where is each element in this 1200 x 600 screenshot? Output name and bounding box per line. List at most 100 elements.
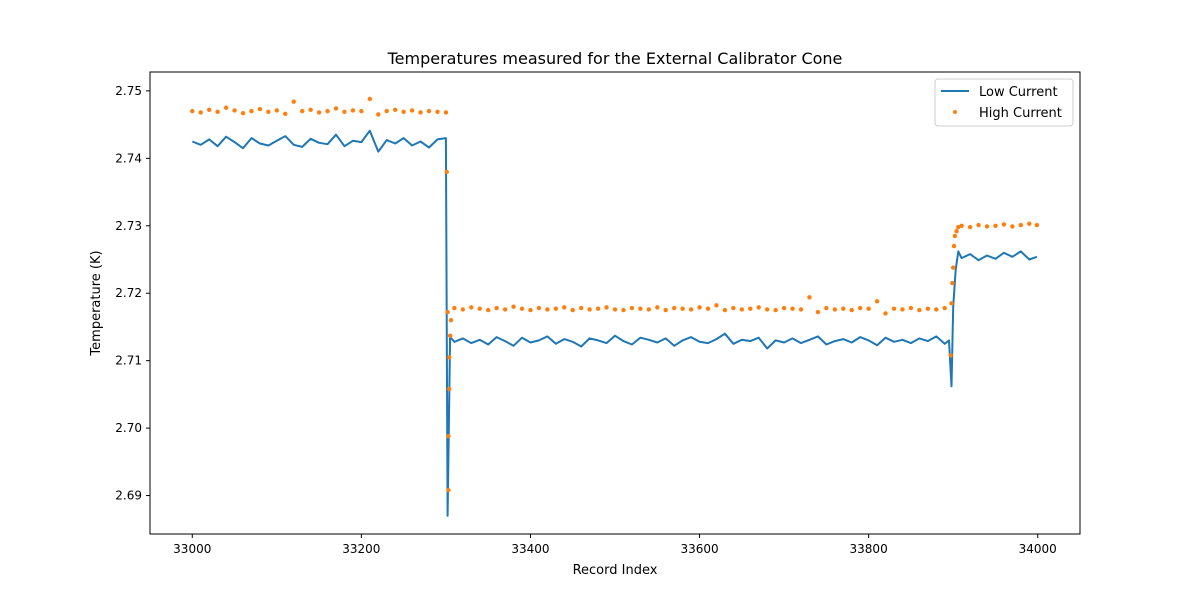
data-point-high-current xyxy=(206,107,212,112)
data-point-high-current xyxy=(446,434,451,439)
data-point-high-current xyxy=(443,110,449,115)
data-point-high-current xyxy=(621,307,626,313)
data-point-high-current xyxy=(956,224,961,230)
data-point-high-current xyxy=(798,307,804,312)
data-point-high-current xyxy=(359,108,364,114)
data-point-high-current xyxy=(266,109,271,114)
data-point-high-current xyxy=(448,317,454,323)
data-point-high-current xyxy=(528,307,533,313)
data-point-high-current xyxy=(790,306,795,311)
data-point-high-current xyxy=(671,305,677,311)
data-point-high-current xyxy=(1034,222,1040,228)
data-point-high-current xyxy=(1001,222,1007,227)
data-point-high-current xyxy=(967,224,973,230)
data-point-high-current xyxy=(663,307,668,313)
data-point-high-current xyxy=(469,305,474,310)
legend-label-high-current: High Current xyxy=(979,106,1062,121)
y-tick-label: 2.71 xyxy=(115,354,142,368)
data-point-high-current xyxy=(950,280,955,286)
data-point-high-current xyxy=(917,307,922,313)
data-point-high-current xyxy=(714,303,719,308)
data-point-high-current xyxy=(494,305,499,311)
data-point-high-current xyxy=(570,307,575,313)
data-point-high-current xyxy=(485,307,491,313)
data-point-high-current xyxy=(452,305,457,311)
data-point-high-current xyxy=(435,109,440,114)
data-point-high-current xyxy=(426,108,432,114)
data-point-high-current xyxy=(545,307,550,312)
y-tick-label: 2.70 xyxy=(115,421,142,435)
x-tick-label: 34000 xyxy=(1019,542,1057,556)
data-point-high-current xyxy=(722,307,728,313)
data-point-high-current xyxy=(874,299,880,304)
data-point-high-current xyxy=(587,307,592,312)
data-point-high-current xyxy=(731,305,736,311)
data-point-high-current xyxy=(215,109,220,114)
data-point-high-current xyxy=(447,386,452,392)
data-point-high-current xyxy=(612,307,618,312)
data-point-high-current xyxy=(249,108,254,114)
data-point-high-current xyxy=(447,333,453,338)
data-point-high-current xyxy=(316,110,322,115)
data-point-high-current xyxy=(638,306,643,311)
data-point-high-current xyxy=(409,108,415,113)
y-tick-label: 2.73 xyxy=(115,219,142,233)
data-point-high-current xyxy=(781,305,787,311)
legend-marker-high-current xyxy=(953,110,957,114)
data-point-high-current xyxy=(849,307,854,313)
data-point-high-current xyxy=(951,243,957,249)
y-tick-label: 2.74 xyxy=(115,151,142,165)
data-point-high-current xyxy=(333,106,339,111)
data-point-high-current xyxy=(308,107,313,112)
data-point-high-current xyxy=(444,169,449,175)
data-point-high-current xyxy=(866,306,871,311)
data-point-high-current xyxy=(325,108,330,114)
data-point-high-current xyxy=(952,233,958,239)
data-point-high-current xyxy=(748,306,753,311)
data-point-high-current xyxy=(773,307,778,313)
data-point-high-current xyxy=(401,109,406,114)
data-point-high-current xyxy=(942,305,947,311)
data-point-high-current xyxy=(392,107,398,112)
data-point-high-current xyxy=(807,295,812,300)
y-axis-label: Temperature (K) xyxy=(89,250,104,356)
data-point-high-current xyxy=(1010,224,1015,229)
data-point-high-current xyxy=(680,306,685,311)
data-point-high-current xyxy=(959,223,964,228)
data-point-high-current xyxy=(578,305,584,311)
data-point-high-current xyxy=(595,306,601,311)
data-point-high-current xyxy=(832,307,838,312)
x-tick-label: 33200 xyxy=(342,542,380,556)
data-point-high-current xyxy=(984,224,990,229)
data-point-high-current xyxy=(198,110,203,115)
data-point-high-current xyxy=(739,307,745,312)
data-point-high-current xyxy=(954,228,959,234)
data-point-high-current xyxy=(446,487,451,493)
data-point-high-current xyxy=(299,108,305,114)
data-point-high-current xyxy=(883,311,888,316)
data-point-high-current xyxy=(376,112,381,117)
legend: Low Current High Current xyxy=(934,78,1074,127)
data-point-high-current xyxy=(342,109,347,114)
data-point-high-current xyxy=(764,307,770,312)
data-point-high-current xyxy=(841,306,846,311)
data-point-high-current xyxy=(283,111,288,117)
x-axis-label: Record Index xyxy=(573,563,658,578)
data-point-high-current xyxy=(460,307,466,312)
x-tick-label: 33600 xyxy=(680,542,718,556)
y-tick-label: 2.69 xyxy=(115,489,142,503)
data-point-high-current xyxy=(511,304,516,309)
data-point-high-current xyxy=(950,265,956,270)
data-point-high-current xyxy=(291,99,296,104)
data-point-high-current xyxy=(502,307,508,312)
data-point-high-current xyxy=(925,306,931,311)
data-point-high-current xyxy=(604,305,609,310)
data-point-high-current xyxy=(891,306,897,311)
plot-frame xyxy=(149,71,1081,535)
chart-title: Temperatures measured for the External C… xyxy=(387,49,843,68)
data-point-high-current xyxy=(655,305,660,310)
legend-label-low-current: Low Current xyxy=(979,85,1058,100)
data-point-high-current xyxy=(900,307,905,312)
data-point-high-current xyxy=(274,108,280,113)
